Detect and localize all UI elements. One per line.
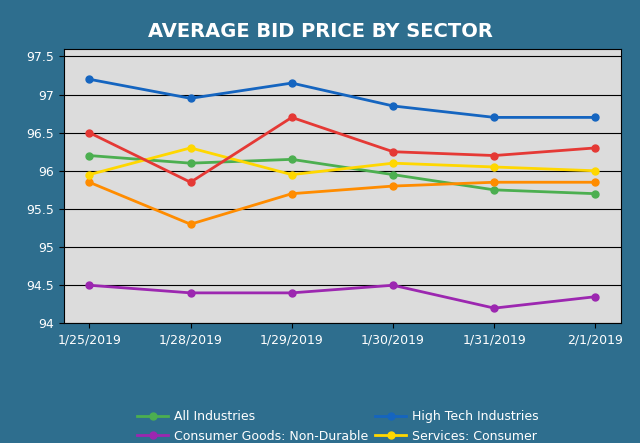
High Tech Industries: [389, 103, 397, 109]
All Industries: [591, 191, 599, 196]
Consumer Goods: Non-Durable: (0, 94.5): Non-Durable: (0, 94.5): [86, 283, 93, 288]
High Tech Industries: [490, 115, 498, 120]
All Industries: [490, 187, 498, 193]
High Tech Industries: [187, 96, 195, 101]
Energy: Electricity: (5, 95.8): Electricity: (5, 95.8): [591, 179, 599, 185]
Transportation: Cargo: (4, 96.2): Cargo: (4, 96.2): [490, 153, 498, 158]
All Industries: [187, 160, 195, 166]
Consumer Goods: Non-Durable: (4, 94.2): Non-Durable: (4, 94.2): [490, 306, 498, 311]
Line: High Tech Industries: High Tech Industries: [86, 76, 599, 121]
Transportation: Cargo: (1, 95.8): Cargo: (1, 95.8): [187, 179, 195, 185]
Line: Energy: Electricity: Energy: Electricity: [86, 179, 599, 228]
All Industries: [86, 153, 93, 158]
Transportation: Cargo: (5, 96.3): Cargo: (5, 96.3): [591, 145, 599, 151]
Consumer Goods: Non-Durable: (1, 94.4): Non-Durable: (1, 94.4): [187, 290, 195, 295]
Line: Consumer Goods: Non-Durable: Consumer Goods: Non-Durable: [86, 282, 599, 311]
Energy: Electricity: (2, 95.7): Electricity: (2, 95.7): [288, 191, 296, 196]
Services: Consumer: (2, 96): Consumer: (2, 96): [288, 172, 296, 177]
Energy: Electricity: (1, 95.3): Electricity: (1, 95.3): [187, 222, 195, 227]
Consumer Goods: Non-Durable: (3, 94.5): Non-Durable: (3, 94.5): [389, 283, 397, 288]
Transportation: Cargo: (2, 96.7): Cargo: (2, 96.7): [288, 115, 296, 120]
Legend: All Industries, Consumer Goods: Non-Durable, Energy: Electricity, High Tech Indu: All Industries, Consumer Goods: Non-Dura…: [133, 407, 552, 443]
High Tech Industries: [86, 77, 93, 82]
Services: Consumer: (5, 96): Consumer: (5, 96): [591, 168, 599, 174]
Transportation: Cargo: (0, 96.5): Cargo: (0, 96.5): [86, 130, 93, 135]
All Industries: [389, 172, 397, 177]
All Industries: [288, 157, 296, 162]
Services: Consumer: (1, 96.3): Consumer: (1, 96.3): [187, 145, 195, 151]
Transportation: Cargo: (3, 96.2): Cargo: (3, 96.2): [389, 149, 397, 155]
Energy: Electricity: (3, 95.8): Electricity: (3, 95.8): [389, 183, 397, 189]
Consumer Goods: Non-Durable: (5, 94.3): Non-Durable: (5, 94.3): [591, 294, 599, 299]
High Tech Industries: [591, 115, 599, 120]
Consumer Goods: Non-Durable: (2, 94.4): Non-Durable: (2, 94.4): [288, 290, 296, 295]
Energy: Electricity: (4, 95.8): Electricity: (4, 95.8): [490, 179, 498, 185]
Services: Consumer: (0, 96): Consumer: (0, 96): [86, 172, 93, 177]
Energy: Electricity: (0, 95.8): Electricity: (0, 95.8): [86, 179, 93, 185]
Line: Transportation: Cargo: Transportation: Cargo: [86, 114, 599, 186]
Line: Services: Consumer: Services: Consumer: [86, 144, 599, 178]
High Tech Industries: [288, 80, 296, 85]
Line: All Industries: All Industries: [86, 152, 599, 197]
Services: Consumer: (4, 96): Consumer: (4, 96): [490, 164, 498, 170]
Text: AVERAGE BID PRICE BY SECTOR: AVERAGE BID PRICE BY SECTOR: [148, 22, 492, 40]
Services: Consumer: (3, 96.1): Consumer: (3, 96.1): [389, 160, 397, 166]
